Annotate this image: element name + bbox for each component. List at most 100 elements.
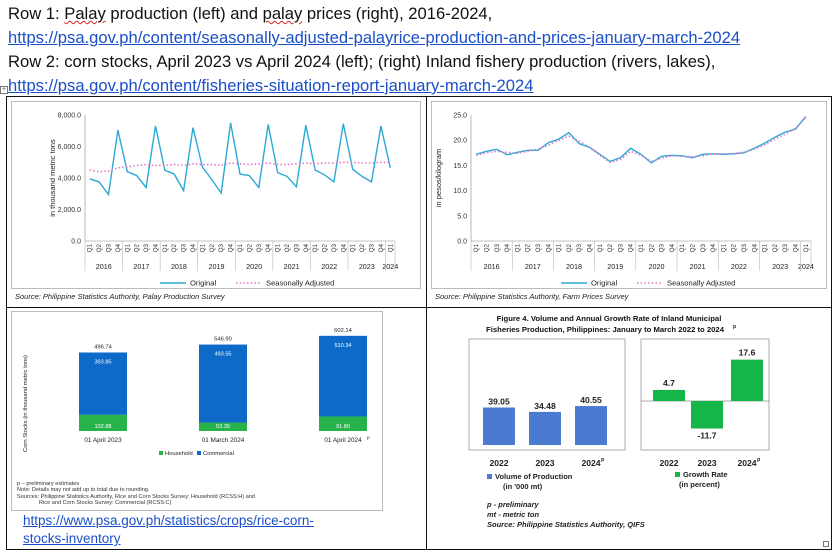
palay-prices-chart: 0.0 5.0 10.0 15.0 20.0 25.0 in pesos/kilogram Q…: [434, 113, 814, 288]
table-resize-handle[interactable]: [823, 541, 829, 547]
legend-label-growth-unit: (in percent): [679, 480, 720, 489]
x-tick-quarter: Q2: [483, 244, 490, 253]
chart-frame: [431, 101, 827, 289]
x-tick-quarter: Q4: [628, 244, 635, 253]
bar-volume: [575, 406, 607, 445]
x-tick-quarter: Q4: [586, 244, 593, 253]
chart-title-superscript: p: [733, 324, 736, 330]
y-tick-label: 0.0: [457, 239, 467, 246]
x-tick-quarter: Q4: [340, 244, 347, 253]
source-note: Source: Philippine Statistics Authority,…: [435, 292, 629, 301]
x-tick-year: 2022: [321, 262, 337, 271]
panel-palay-production: 0.0 2,000.0 4,000.0 6,000.0 8,000.0 in thousa…: [11, 101, 421, 303]
legend-label-growth: Growth Rate: [683, 470, 728, 479]
y-axis-label: in pesos/kilogram: [434, 149, 443, 207]
y-tick-label: 6,000.0: [58, 144, 81, 151]
x-tick-quarter: Q3: [659, 244, 666, 253]
x-tick-label-volume: 2023: [535, 458, 554, 468]
x-tick-quarter: Q1: [514, 244, 521, 253]
x-tick-quarter: Q1: [803, 244, 810, 253]
legend-label-original: Original: [190, 279, 216, 288]
chart-title-line2: Fisheries Production, Philippines: Janua…: [486, 325, 725, 334]
data-label-growth: 4.7: [663, 378, 675, 388]
x-tick-quarter: Q1: [237, 244, 244, 253]
x-tick-quarter: Q3: [741, 244, 748, 253]
legend-label-commercial: Commercial: [203, 451, 234, 457]
x-tick-quarter: Q3: [494, 244, 501, 253]
footnote-sources: Sources: Philippine Statistics Authority…: [17, 493, 256, 500]
x-tick-quarter: Q4: [265, 244, 272, 253]
x-tick-label-growth: 2023: [697, 458, 716, 468]
x-tick-quarter: Q2: [284, 244, 291, 253]
y-tick-label: 25.0: [453, 113, 467, 120]
x-tick-quarter: Q2: [96, 244, 103, 253]
note-metric-ton: mt - metric ton: [487, 510, 540, 519]
link-line-1[interactable]: https://www.psa.gov.ph/statistics/crops/…: [23, 513, 314, 528]
corn-stocks-link[interactable]: https://www.psa.gov.ph/statistics/crops/…: [23, 512, 314, 548]
legend-swatch-growth: [675, 472, 680, 477]
x-tick-year: 2016: [484, 262, 500, 271]
growth-chart-frame: [640, 338, 770, 451]
x-tick-year: 2024: [798, 262, 814, 271]
table-horizontal-divider: [7, 307, 831, 308]
row2-link[interactable]: https://psa.gov.ph/content/fisheries-sit…: [8, 76, 534, 95]
data-label-volume: 39.05: [488, 397, 510, 407]
x-tick-quarter: Q3: [181, 244, 188, 253]
y-tick-label: 5.0: [457, 213, 467, 220]
x-tick-quarter: Q4: [669, 244, 676, 253]
legend-label-household: Household: [165, 451, 193, 457]
data-label-commercial: 393.85: [94, 359, 111, 365]
x-tick-quarter: Q4: [793, 244, 800, 253]
x-tick-quarter: Q2: [690, 244, 697, 253]
data-label-growth: 17.6: [739, 348, 756, 358]
x-tick-year: 2024: [382, 262, 398, 271]
x-tick-quarter: Q3: [700, 244, 707, 253]
x-tick-quarter: Q2: [246, 244, 253, 253]
x-tick-quarter: Q3: [105, 244, 112, 253]
corn-stocks-chart: Corn Stocks (in thousand metric tons) 102…: [23, 328, 370, 457]
figure-table: 0.0 2,000.0 4,000.0 6,000.0 8,000.0 in thousa…: [6, 96, 832, 550]
data-label-volume: 40.55: [580, 395, 602, 405]
bar-growth-rate: [691, 401, 723, 429]
x-tick-quarter: Q4: [303, 244, 310, 253]
x-tick-quarter: Q3: [331, 244, 338, 253]
chart-frame: [11, 101, 421, 289]
series-original-line: [476, 116, 807, 164]
x-tick-quarter: Q4: [504, 244, 511, 253]
table-vertical-divider: [426, 97, 427, 549]
y-axis-label: in thousand metric tons: [48, 139, 57, 217]
note-source: Source: Philippine Statistics Authority,…: [487, 520, 645, 529]
x-tick-year: 2017: [133, 262, 149, 271]
x-tick-label-growth: 2022: [659, 458, 678, 468]
note-preliminary: p - preliminary: [486, 500, 540, 509]
data-label-growth: -11.7: [697, 430, 716, 440]
x-tick-quarter: Q2: [525, 244, 532, 253]
x-tick-label: 01 April 2024: [324, 437, 362, 444]
footnote-rounding: Note: Details may not add up to total du…: [17, 487, 150, 494]
link-line-2[interactable]: stocks-inventory: [23, 531, 121, 546]
series-seasonally-adjusted-line: [476, 116, 807, 164]
source-note: Source: Philippine Statistics Authority,…: [15, 292, 225, 301]
inland-fisheries-chart: Figure 4. Volume and Annual Growth Rate …: [468, 314, 770, 529]
x-tick-quarter: Q1: [124, 244, 131, 253]
bar-commercial: [79, 352, 127, 415]
x-tick-quarter: Q3: [293, 244, 300, 253]
x-tick-quarter: Q1: [162, 244, 169, 253]
y-tick-label: 20.0: [453, 138, 467, 145]
panel-corn-stocks: Corn Stocks (in thousand metric tons) 102…: [11, 311, 421, 547]
palay-production-chart: 0.0 2,000.0 4,000.0 6,000.0 8,000.0 in thousa…: [48, 113, 398, 288]
x-tick-quarter: Q1: [556, 244, 563, 253]
data-label-total: 546.90: [214, 337, 232, 343]
x-tick-quarter: Q3: [535, 244, 542, 253]
table-move-handle[interactable]: +: [0, 86, 8, 94]
x-tick-quarter: Q4: [710, 244, 717, 253]
x-tick-quarter: Q1: [275, 244, 282, 253]
x-tick-quarter: Q1: [720, 244, 727, 253]
y-tick-label: 4,000.0: [58, 176, 81, 183]
panel-inland-fisheries: Figure 4. Volume and Annual Growth Rate …: [431, 311, 827, 547]
row1-link[interactable]: https://psa.gov.ph/content/seasonally-ad…: [8, 28, 741, 47]
bar-commercial: [199, 344, 247, 423]
row1-mid: production (left) and: [105, 4, 263, 23]
legend-label-volume: Volume of Production: [495, 472, 573, 481]
legend-swatch-household: [159, 451, 163, 455]
